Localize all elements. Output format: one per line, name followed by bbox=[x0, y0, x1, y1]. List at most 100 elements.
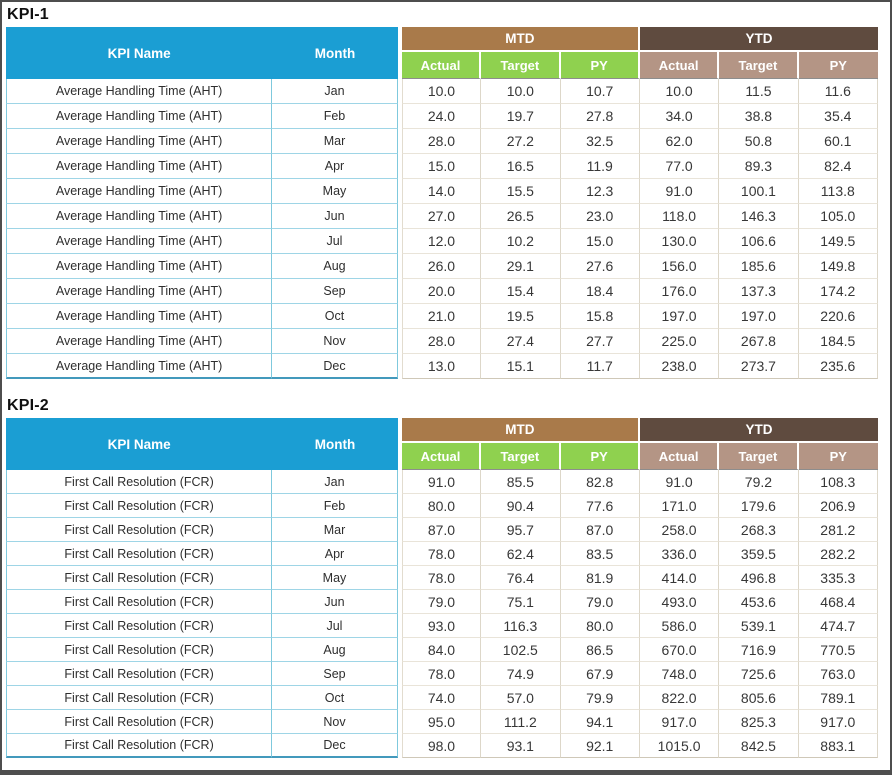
column-spacer bbox=[397, 614, 402, 638]
column-spacer bbox=[397, 104, 402, 129]
month-cell: Oct bbox=[272, 686, 398, 710]
month-cell: Dec bbox=[272, 734, 398, 758]
kpi-name-cell: First Call Resolution (FCR) bbox=[6, 566, 273, 590]
mtd-target-cell: 29.1 bbox=[481, 254, 561, 279]
mtd-py-cell: 82.8 bbox=[560, 470, 640, 494]
ytd-target-cell: 79.2 bbox=[719, 470, 799, 494]
column-spacer bbox=[397, 79, 402, 104]
column-spacer bbox=[397, 710, 402, 734]
ytd-group-header: YTD bbox=[639, 27, 878, 52]
mtd-actual-cell: 24.0 bbox=[401, 104, 482, 129]
ytd-py-cell: 105.0 bbox=[798, 204, 878, 229]
mtd-target-cell: 10.2 bbox=[481, 229, 561, 254]
kpi-name-cell: First Call Resolution (FCR) bbox=[6, 734, 273, 758]
month-cell: May bbox=[272, 566, 398, 590]
kpi-name-cell: Average Handling Time (AHT) bbox=[6, 304, 273, 329]
kpi-name-cell: Average Handling Time (AHT) bbox=[6, 104, 273, 129]
kpi-table: KPI Name Month MTD YTD Actual Target PY … bbox=[6, 27, 878, 379]
ytd-actual-header: Actual bbox=[639, 443, 720, 470]
mtd-actual-cell: 78.0 bbox=[401, 662, 482, 686]
month-cell: Sep bbox=[272, 662, 398, 686]
mtd-target-cell: 16.5 bbox=[481, 154, 561, 179]
table-row: First Call Resolution (FCR) Aug 84.0 102.5 8… bbox=[6, 638, 878, 662]
kpi-name-cell: Average Handling Time (AHT) bbox=[6, 204, 273, 229]
mtd-actual-cell: 28.0 bbox=[401, 329, 482, 354]
mtd-actual-cell: 78.0 bbox=[401, 566, 482, 590]
ytd-py-cell: 184.5 bbox=[798, 329, 878, 354]
ytd-py-cell: 235.6 bbox=[798, 354, 878, 379]
mtd-group-header: MTD bbox=[401, 418, 640, 443]
column-spacer bbox=[397, 229, 402, 254]
mtd-target-cell: 10.0 bbox=[481, 79, 561, 104]
kpi-name-header: KPI Name bbox=[6, 27, 273, 79]
ytd-target-cell: 273.7 bbox=[719, 354, 799, 379]
column-spacer bbox=[397, 129, 402, 154]
column-spacer bbox=[397, 494, 402, 518]
ytd-target-cell: 268.3 bbox=[719, 518, 799, 542]
kpi-name-cell: Average Handling Time (AHT) bbox=[6, 279, 273, 304]
ytd-py-cell: 763.0 bbox=[798, 662, 878, 686]
ytd-target-cell: 38.8 bbox=[719, 104, 799, 129]
mtd-target-cell: 15.4 bbox=[481, 279, 561, 304]
month-cell: Aug bbox=[272, 638, 398, 662]
column-spacer bbox=[397, 304, 402, 329]
ytd-target-header: Target bbox=[719, 52, 799, 79]
column-spacer bbox=[397, 329, 402, 354]
month-cell: Feb bbox=[272, 104, 398, 129]
month-cell: Nov bbox=[272, 710, 398, 734]
table-row: First Call Resolution (FCR) Nov 95.0 111.2 9… bbox=[6, 710, 878, 734]
ytd-target-header: Target bbox=[719, 443, 799, 470]
mtd-py-cell: 15.8 bbox=[560, 304, 640, 329]
column-spacer bbox=[397, 279, 402, 304]
month-header: Month bbox=[272, 418, 398, 470]
ytd-actual-cell: 493.0 bbox=[639, 590, 720, 614]
mtd-actual-cell: 98.0 bbox=[401, 734, 482, 758]
ytd-target-cell: 146.3 bbox=[719, 204, 799, 229]
ytd-py-cell: 220.6 bbox=[798, 304, 878, 329]
mtd-target-cell: 90.4 bbox=[481, 494, 561, 518]
mtd-target-cell: 116.3 bbox=[481, 614, 561, 638]
ytd-py-cell: 113.8 bbox=[798, 179, 878, 204]
mtd-py-cell: 94.1 bbox=[560, 710, 640, 734]
table-row: First Call Resolution (FCR) May 78.0 76.4 81… bbox=[6, 566, 878, 590]
kpi-name-cell: First Call Resolution (FCR) bbox=[6, 614, 273, 638]
mtd-target-cell: 15.1 bbox=[481, 354, 561, 379]
ytd-target-cell: 496.8 bbox=[719, 566, 799, 590]
ytd-target-cell: 179.6 bbox=[719, 494, 799, 518]
table-row: First Call Resolution (FCR) Sep 78.0 74.9 67… bbox=[6, 662, 878, 686]
mtd-actual-header: Actual bbox=[401, 443, 482, 470]
kpi-name-cell: Average Handling Time (AHT) bbox=[6, 154, 273, 179]
ytd-py-cell: 108.3 bbox=[798, 470, 878, 494]
column-spacer bbox=[397, 566, 402, 590]
mtd-py-cell: 79.9 bbox=[560, 686, 640, 710]
ytd-py-cell: 281.2 bbox=[798, 518, 878, 542]
mtd-py-cell: 86.5 bbox=[560, 638, 640, 662]
mtd-actual-cell: 78.0 bbox=[401, 542, 482, 566]
table-title: KPI-2 bbox=[7, 397, 49, 414]
column-spacer bbox=[397, 254, 402, 279]
kpi-name-cell: First Call Resolution (FCR) bbox=[6, 518, 273, 542]
mtd-py-cell: 18.4 bbox=[560, 279, 640, 304]
mtd-actual-cell: 12.0 bbox=[401, 229, 482, 254]
column-spacer bbox=[397, 179, 402, 204]
mtd-target-cell: 95.7 bbox=[481, 518, 561, 542]
mtd-target-cell: 15.5 bbox=[481, 179, 561, 204]
table-row: First Call Resolution (FCR) Jul 93.0 116.3 8… bbox=[6, 614, 878, 638]
month-cell: Nov bbox=[272, 329, 398, 354]
month-cell: Apr bbox=[272, 542, 398, 566]
month-cell: Feb bbox=[272, 494, 398, 518]
table-row: First Call Resolution (FCR) Jun 79.0 75.1 79… bbox=[6, 590, 878, 614]
mtd-target-cell: 111.2 bbox=[481, 710, 561, 734]
table-row: Average Handling Time (AHT) Feb 24.0 19.7 27… bbox=[6, 104, 878, 129]
ytd-target-cell: 185.6 bbox=[719, 254, 799, 279]
table-row: First Call Resolution (FCR) Apr 78.0 62.4 83… bbox=[6, 542, 878, 566]
mtd-actual-cell: 91.0 bbox=[401, 470, 482, 494]
column-spacer bbox=[397, 662, 402, 686]
mtd-target-cell: 75.1 bbox=[481, 590, 561, 614]
ytd-target-cell: 842.5 bbox=[719, 734, 799, 758]
mtd-py-cell: 92.1 bbox=[560, 734, 640, 758]
mtd-py-cell: 77.6 bbox=[560, 494, 640, 518]
mtd-target-cell: 76.4 bbox=[481, 566, 561, 590]
mtd-target-header: Target bbox=[481, 52, 561, 79]
table-row: Average Handling Time (AHT) Jan 10.0 10.0 10… bbox=[6, 79, 878, 104]
